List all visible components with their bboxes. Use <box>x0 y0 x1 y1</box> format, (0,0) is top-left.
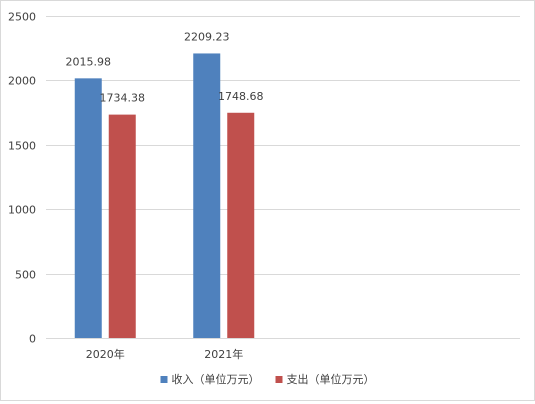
y-tick-label: 1000 <box>8 204 36 217</box>
y-tick-label: 0 <box>29 333 36 346</box>
y-tick-label: 2000 <box>8 75 36 88</box>
bar-expense-0 <box>108 114 136 339</box>
legend-label: 收入（单位万元） <box>172 372 260 386</box>
legend-item-income: 收入（单位万元） <box>160 372 260 386</box>
bar-expense-1 <box>227 112 255 338</box>
x-category-label: 2021年 <box>204 347 243 361</box>
data-label: 1734.38 <box>100 92 146 105</box>
y-axis-ticks: 0 500 1000 1500 2000 2500 <box>8 11 36 346</box>
y-tick-label: 2500 <box>8 11 36 24</box>
x-axis-categories: 2020年 2021年 <box>86 347 244 361</box>
bar-income-1 <box>193 53 221 339</box>
legend: 收入（单位万元） 支出（单位万元） <box>160 372 375 386</box>
legend-swatch <box>160 376 168 383</box>
data-label: 2015.98 <box>66 55 112 68</box>
bars <box>74 53 255 339</box>
y-tick-label: 1500 <box>8 140 36 153</box>
y-tick-label: 500 <box>15 269 36 282</box>
legend-item-expense: 支出（单位万元） <box>275 372 375 386</box>
data-label: 1748.68 <box>218 90 264 103</box>
data-label: 2209.23 <box>184 30 230 43</box>
legend-label: 支出（单位万元） <box>287 372 375 386</box>
legend-swatch <box>275 376 283 383</box>
x-category-label: 2020年 <box>86 347 125 361</box>
data-labels: 2015.98 1734.38 2209.23 1748.68 <box>66 30 264 104</box>
bar-income-0 <box>74 78 102 339</box>
